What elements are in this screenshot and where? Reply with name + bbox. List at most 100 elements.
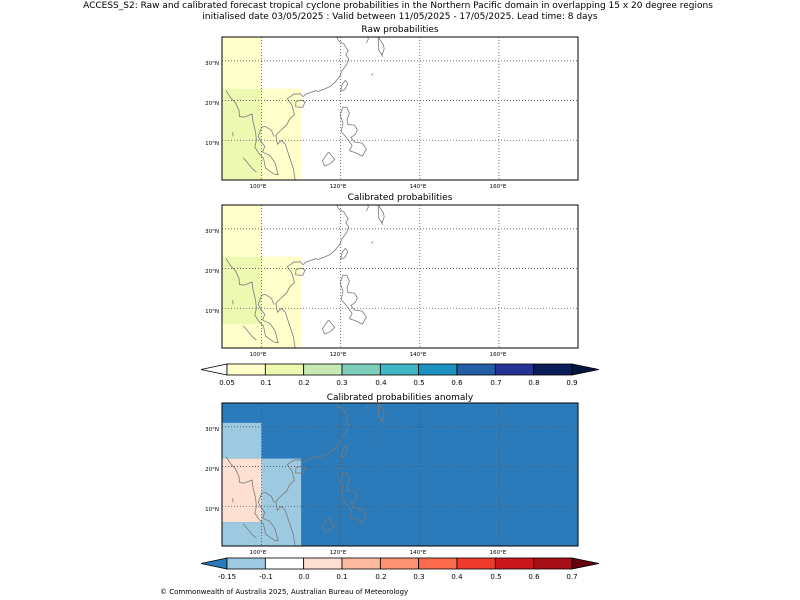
y-tick-label: 30°N (205, 229, 219, 235)
colorbar-label: 0.1 (336, 573, 347, 581)
coastline (339, 274, 367, 325)
colorbar-label: 0.7 (566, 573, 577, 581)
colorbar-extension-max (571, 363, 600, 376)
x-tick-label: 160°E (490, 184, 507, 190)
x-tick-label: 140°E (410, 352, 427, 358)
y-tick-label: 20°N (205, 269, 219, 275)
x-tick-label: 100°E (250, 550, 267, 556)
colorbar-swatch (303, 363, 343, 376)
panel-anomaly-x-ticks: 100°E 120°E 140°E 160°E (250, 550, 507, 556)
colorbar-extension-min (200, 557, 228, 570)
y-tick-label: 20°N (205, 467, 219, 473)
colorbar-label: 0.5 (490, 573, 501, 581)
x-tick-label: 100°E (250, 352, 267, 358)
y-tick-label: 10°N (205, 507, 219, 513)
panel-anomaly-frame (221, 402, 579, 547)
probability-cell (222, 324, 262, 348)
colorbar-swatch (418, 557, 458, 570)
colorbar-swatch (418, 363, 458, 376)
panel-raw-coastline (225, 36, 385, 181)
panel-anomaly-cells (222, 403, 578, 546)
panel-raw-title: Raw probabilities (361, 25, 439, 35)
coastline (295, 267, 306, 276)
anomaly-colorbar: -0.15 -0.1 0.0 0.1 0.2 0.3 0.4 0.5 0.6 0… (200, 557, 600, 581)
colorbar-label: 0.4 (451, 573, 463, 581)
coastline (339, 472, 367, 523)
x-tick-label: 120°E (330, 550, 347, 556)
colorbar-label: 0.2 (375, 573, 386, 581)
coastline (339, 106, 367, 157)
colorbar-label: 0.6 (451, 379, 463, 387)
colorbar-swatch (456, 363, 496, 376)
probability-cell (222, 256, 262, 325)
colorbar-swatch (264, 363, 305, 376)
colorbar-swatch (341, 363, 381, 376)
x-tick-label: 160°E (490, 550, 507, 556)
probability-colorbar-boxes (200, 363, 600, 376)
coastline (377, 204, 385, 224)
panel-raw-cells (222, 37, 302, 180)
probability-colorbar-labels: 0.05 0.1 0.2 0.3 0.4 0.5 0.6 0.7 0.8 0.9 (219, 379, 577, 387)
x-tick-label: 120°E (330, 184, 347, 190)
probability-colorbar: 0.05 0.1 0.2 0.3 0.4 0.5 0.6 0.7 0.8 0.9 (200, 363, 600, 387)
panel-calibrated-title: Calibrated probabilities (348, 193, 453, 203)
colorbar-swatch (226, 363, 266, 376)
colorbar-label: 0.9 (566, 379, 577, 387)
panel-raw-gridlines (222, 37, 578, 180)
anomaly-colorbar-boxes (200, 557, 600, 570)
colorbar-label: -0.15 (218, 573, 236, 581)
y-tick-label: 30°N (205, 61, 219, 67)
coastline (242, 523, 257, 539)
coastline (340, 445, 349, 458)
x-tick-label: 140°E (410, 550, 427, 556)
colorbar-label: 0.8 (528, 379, 539, 387)
coastline (242, 157, 257, 173)
panel-calibrated-gridlines (222, 205, 578, 348)
y-tick-label: 10°N (205, 309, 219, 315)
coastline (371, 73, 374, 76)
panel-anomaly-title: Calibrated probabilities anomaly (327, 393, 474, 403)
panel-raw: Raw probabilities 100°E 120°E 140°E 160°… (205, 25, 579, 190)
colorbar-label: 0.05 (219, 379, 235, 387)
probability-cell (222, 422, 262, 459)
colorbar-swatch (533, 557, 573, 570)
coastline (295, 99, 306, 108)
coastline (322, 517, 336, 533)
colorbar-label: 0.5 (413, 379, 424, 387)
figure-title-line1: ACCESS_S2: Raw and calibrated forecast t… (83, 1, 713, 11)
coastline (340, 247, 349, 260)
coastline (366, 204, 369, 212)
colorbar-label: 0.1 (260, 379, 271, 387)
colorbar-swatch (379, 363, 420, 376)
coastline (225, 90, 279, 176)
panel-raw-x-ticks: 100°E 120°E 140°E 160°E (250, 184, 507, 190)
x-tick-label: 140°E (410, 184, 427, 190)
panel-anomaly-gridlines (222, 403, 578, 546)
coastline (371, 439, 374, 442)
probability-cell (261, 458, 302, 546)
colorbar-extension-max (571, 557, 600, 570)
colorbar-swatch (226, 557, 266, 570)
coastline (322, 319, 336, 335)
figure-title-line2: initialised date 03/05/2025 : Valid betw… (202, 12, 597, 22)
coastline (366, 402, 369, 410)
colorbar-label: 0.2 (298, 379, 309, 387)
copyright-notice: © Commonwealth of Australia 2025, Austra… (160, 588, 408, 596)
probability-cell (222, 88, 262, 180)
panel-anomaly: Calibrated probabilities anomaly 100°E 1… (205, 393, 579, 556)
coastline (381, 221, 383, 226)
panel-anomaly-y-ticks: 10°N 20°N 30°N (205, 427, 219, 513)
coastline (371, 241, 374, 244)
probability-cell (222, 205, 262, 257)
y-tick-label: 20°N (205, 101, 219, 107)
colorbar-label: 0.6 (528, 573, 540, 581)
coastline (242, 325, 257, 341)
coastline (225, 258, 279, 344)
probability-cell (222, 458, 262, 523)
coastline (275, 402, 350, 547)
colorbar-label: 0.3 (336, 379, 347, 387)
panel-calibrated-y-ticks: 10°N 20°N 30°N (205, 229, 219, 315)
coastline (381, 419, 383, 424)
coastline (377, 36, 385, 56)
